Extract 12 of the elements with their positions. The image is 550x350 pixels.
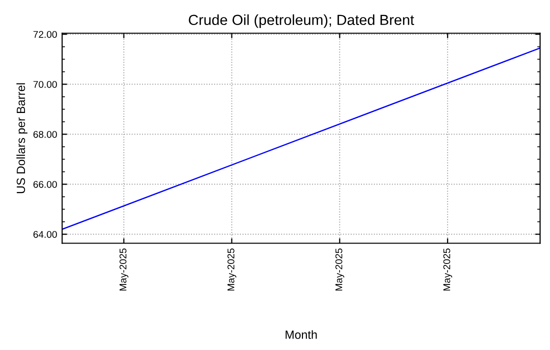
y-tick-label: 64.00 (33, 230, 57, 238)
x-axis-title: Month (286, 330, 317, 339)
x-tick-label: May-2025 (227, 248, 236, 291)
y-tick-label: 68.00 (33, 130, 57, 138)
y-axis-title: US Dollars per Barrel (16, 83, 28, 194)
x-tick-label: May-2025 (335, 248, 344, 291)
x-tick-label: May-2025 (120, 248, 128, 291)
chart-title: Crude Oil (petroleum); Dated Brent (188, 14, 414, 28)
x-tick-label: May-2025 (443, 248, 452, 291)
y-tick-label: 72.00 (33, 30, 57, 38)
y-tick-label: 66.00 (33, 180, 57, 188)
y-tick-label: 70.00 (33, 80, 57, 88)
